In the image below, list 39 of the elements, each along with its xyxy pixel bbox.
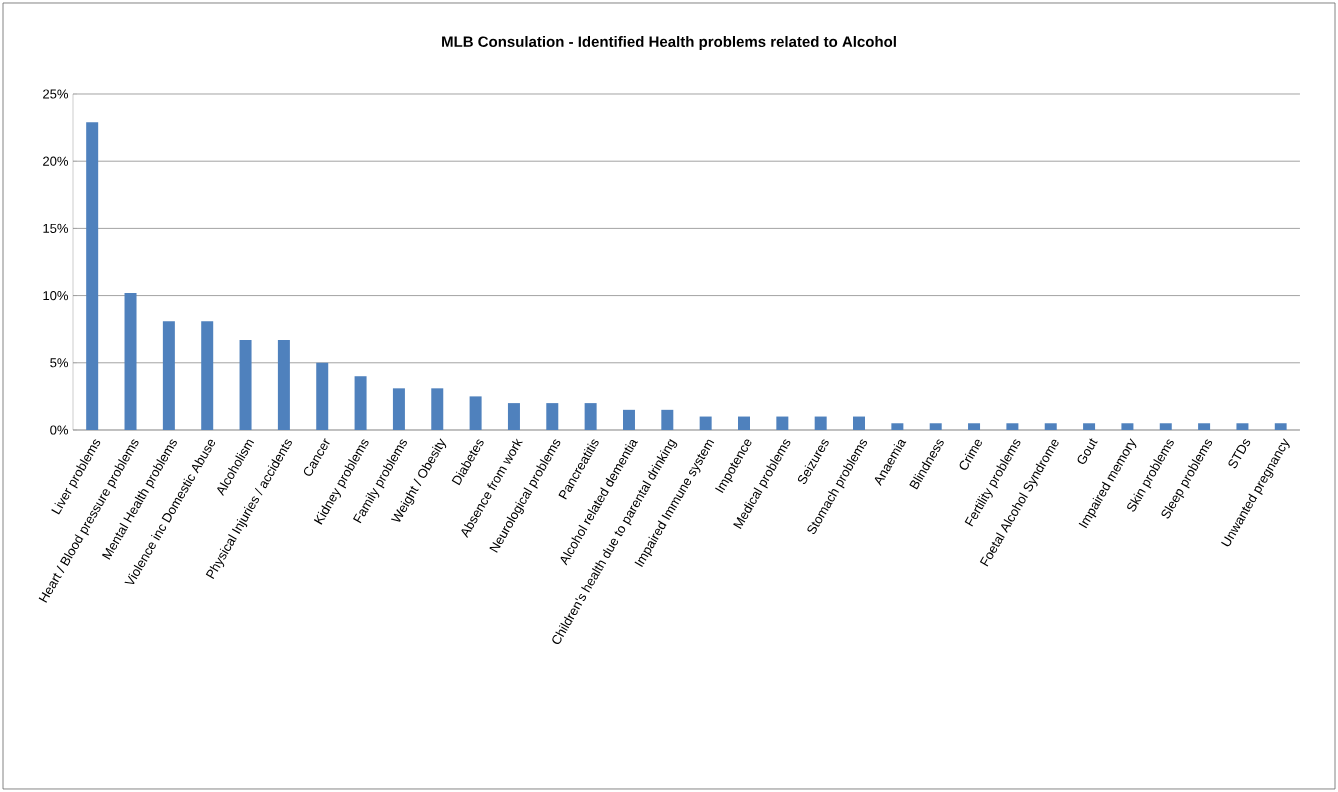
y-tick-label: 25%: [43, 89, 69, 99]
bar: [1159, 423, 1172, 430]
bar: [392, 388, 405, 430]
bar: [86, 122, 99, 430]
bar: [469, 396, 482, 430]
bar: [277, 339, 290, 430]
bar: [239, 339, 252, 430]
bar: [584, 403, 597, 430]
y-tick-label: 10%: [43, 290, 69, 301]
bar: [1006, 423, 1019, 430]
bar: [1044, 423, 1057, 430]
y-tick-label: 20%: [43, 156, 69, 166]
bar: [776, 416, 789, 430]
chart-title: MLB Consulation - Identified Health problems related to Alcohol: [442, 36, 896, 50]
bar: [124, 292, 137, 430]
y-tick-label: 5%: [50, 358, 69, 368]
bar: [853, 416, 866, 430]
bar: [1274, 423, 1287, 430]
bar: [929, 423, 942, 430]
bar: [162, 321, 175, 430]
bar: [891, 423, 904, 430]
bar: [354, 376, 367, 430]
y-tick-label: 0%: [50, 425, 69, 435]
bar: [738, 416, 750, 430]
bar: [1236, 423, 1249, 430]
y-tick-label: 15%: [43, 223, 69, 233]
bar: [546, 403, 559, 430]
bar: [201, 321, 214, 430]
bar: [661, 409, 674, 430]
bar: [316, 362, 329, 430]
bar: [507, 403, 520, 430]
bar: [1083, 423, 1096, 430]
bar: [699, 416, 712, 430]
bar: [431, 388, 444, 430]
bar: [1198, 423, 1211, 430]
bar: [814, 416, 827, 430]
bar: [968, 423, 981, 430]
bar: [622, 409, 635, 430]
bar: [1121, 423, 1134, 430]
